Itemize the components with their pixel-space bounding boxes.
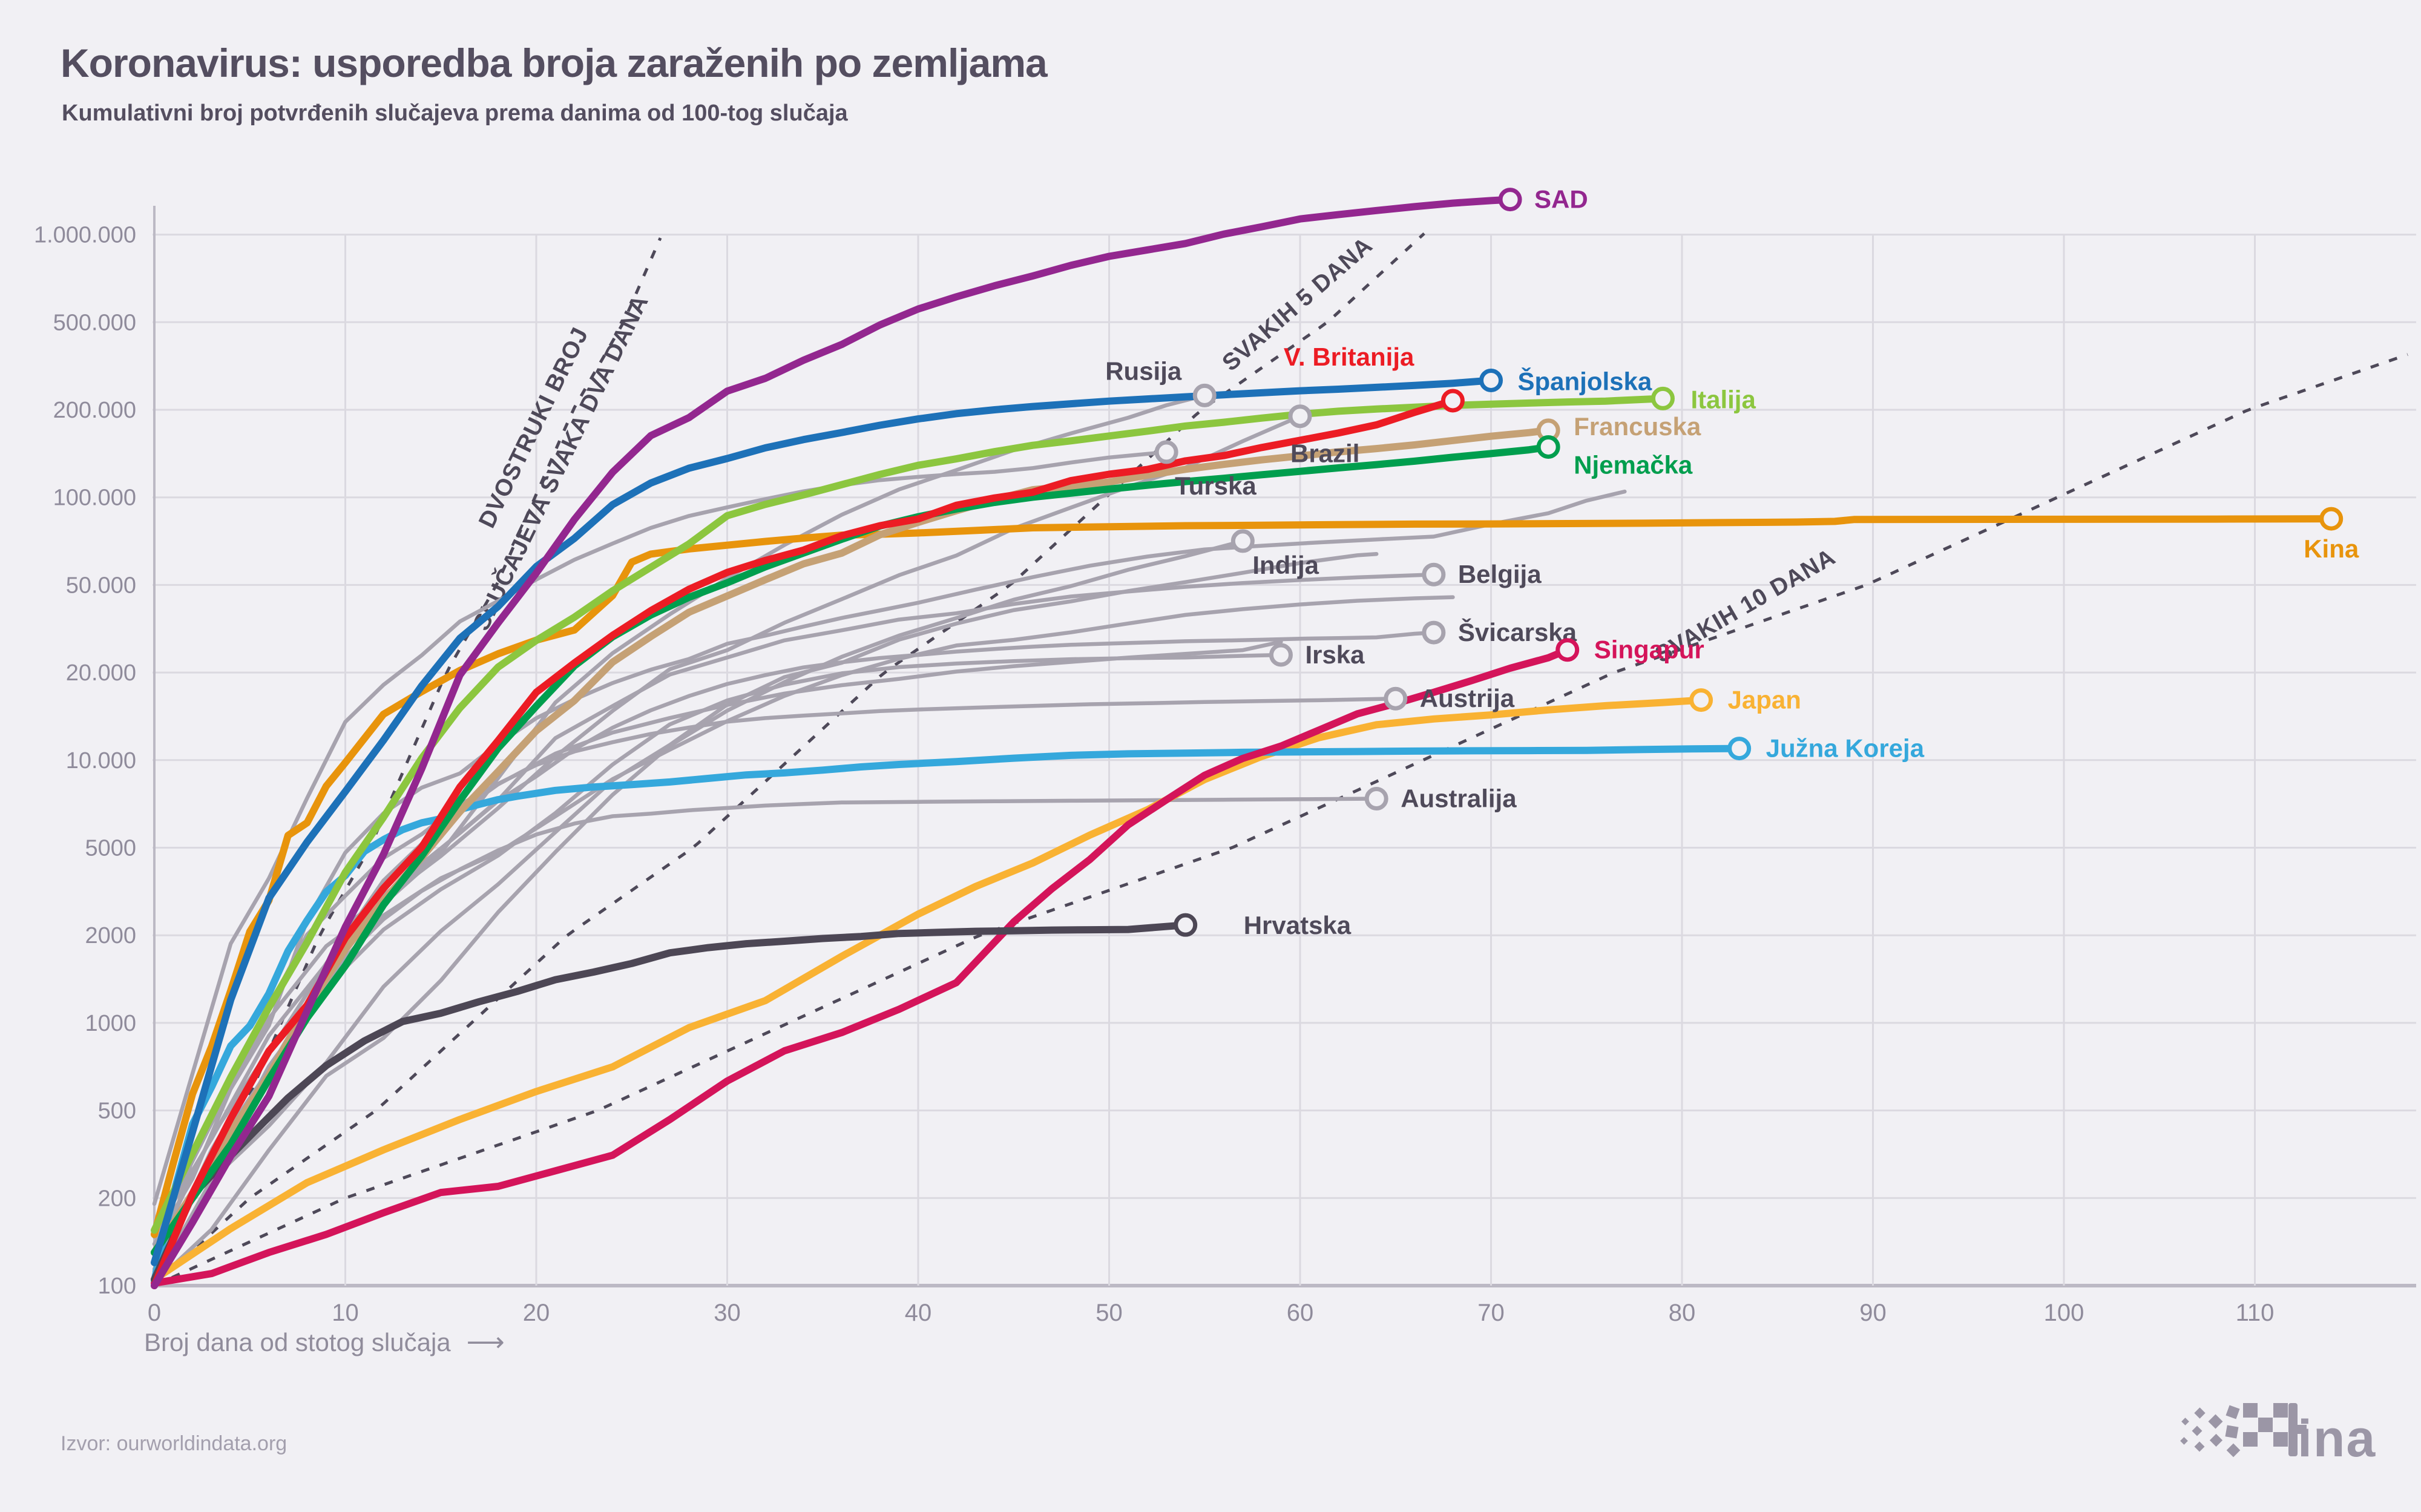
series-label-irska: Irska bbox=[1305, 640, 1365, 669]
right-arrow-icon: ⟶ bbox=[466, 1327, 505, 1357]
series-line-kina bbox=[151, 515, 2335, 1238]
endpoint-marker-brazil bbox=[1288, 404, 1312, 429]
x-axis-caption-text: Broj dana od stotog slučaja bbox=[144, 1328, 451, 1356]
series-line-indija bbox=[152, 539, 1245, 1286]
series-line-juzna-koreja bbox=[151, 744, 1743, 1284]
series-label-italija: Italija bbox=[1690, 385, 1756, 413]
endpoint-marker-turska bbox=[1154, 440, 1178, 464]
series-label-australija: Australija bbox=[1401, 784, 1517, 813]
series-line-irska bbox=[152, 652, 1283, 1256]
series-line-japan bbox=[151, 696, 1705, 1283]
series-label-belgija: Belgija bbox=[1458, 560, 1542, 588]
endpoint-marker-juzna-koreja bbox=[1727, 737, 1752, 761]
x-tick-label: 80 bbox=[1669, 1300, 1696, 1326]
endpoint-marker-sad bbox=[1498, 188, 1522, 212]
endpoint-marker-kina bbox=[2319, 507, 2344, 531]
endpoint-marker-singapur bbox=[1555, 638, 1580, 662]
y-tick-label: 100 bbox=[98, 1274, 136, 1299]
x-tick-label: 0 bbox=[148, 1300, 161, 1326]
y-tick-label: 1000 bbox=[85, 1011, 136, 1036]
endpoint-marker-svicarska bbox=[1422, 620, 1446, 645]
y-tick-label: 10.000 bbox=[66, 748, 136, 774]
series-line-australija bbox=[152, 797, 1379, 1280]
endpoint-marker-irska bbox=[1269, 643, 1293, 667]
endpoint-marker-japan bbox=[1689, 688, 1713, 712]
series-label-juzna-koreja: Južna Koreja bbox=[1766, 734, 1925, 763]
series-line-unlabeled-1 bbox=[152, 489, 1627, 1246]
series-label-kina: Kina bbox=[2304, 534, 2359, 563]
y-tick-label: 500.000 bbox=[53, 310, 136, 335]
y-tick-label: 100.000 bbox=[53, 485, 136, 511]
endpoint-marker-njemacka bbox=[1536, 435, 1560, 459]
series-label-indija: Indija bbox=[1252, 551, 1319, 579]
x-tick-label: 60 bbox=[1287, 1300, 1314, 1326]
endpoint-marker-austrija bbox=[1384, 686, 1408, 711]
y-tick-label: 2000 bbox=[85, 923, 136, 948]
y-tick-label: 20.000 bbox=[66, 660, 136, 686]
endpoint-marker-v-britanija bbox=[1440, 389, 1465, 413]
page-title: Koronavirus: usporedba broja zaraženih p… bbox=[61, 41, 1048, 85]
y-tick-label: 200.000 bbox=[53, 398, 136, 423]
series-line-unlabeled-3 bbox=[152, 551, 1379, 1284]
series-label-njemacka: Njemačka bbox=[1574, 450, 1693, 479]
series-label-hrvatska: Hrvatska bbox=[1244, 911, 1352, 939]
series-label-singapur: Singapur bbox=[1594, 636, 1704, 664]
x-tick-label: 70 bbox=[1477, 1300, 1505, 1326]
series-label-sad: SAD bbox=[1534, 185, 1588, 214]
y-tick-label: 200 bbox=[98, 1186, 136, 1211]
series-label-rusija: Rusija bbox=[1105, 357, 1182, 385]
series-line-hrvatska bbox=[151, 921, 1189, 1283]
x-tick-label: 40 bbox=[905, 1300, 932, 1326]
y-tick-label: 1.000.000 bbox=[34, 223, 136, 248]
series-label-v-britanija: V. Britanija bbox=[1284, 343, 1414, 371]
endpoint-marker-rusija bbox=[1192, 383, 1217, 407]
y-tick-label: 500 bbox=[98, 1099, 136, 1124]
series-line-austrija bbox=[152, 696, 1398, 1283]
x-tick-label: 90 bbox=[1859, 1300, 1887, 1326]
series-line-sad bbox=[151, 196, 1514, 1289]
x-axis-caption: Broj dana od stotog slučaja ⟶ bbox=[144, 1327, 505, 1358]
reference-line-double-10-days bbox=[153, 353, 2408, 1287]
x-tick-label: 50 bbox=[1096, 1300, 1123, 1326]
y-tick-label: 5000 bbox=[85, 836, 136, 861]
series-label-francuska: Francuska bbox=[1574, 412, 1701, 441]
hina-logo: ina. bbox=[2179, 1398, 2391, 1468]
series-label-austrija: Austrija bbox=[1420, 684, 1515, 712]
series-line-italija bbox=[151, 395, 1667, 1234]
endpoint-marker-australija bbox=[1364, 787, 1388, 811]
series-label-brazil: Brazil bbox=[1290, 439, 1359, 468]
hina-logo-text: ina. bbox=[2298, 1410, 2379, 1465]
page-subtitle: Kumulativni broj potvrđenih slučajeva pr… bbox=[62, 100, 848, 126]
y-tick-label: 50.000 bbox=[66, 573, 136, 598]
x-tick-label: 20 bbox=[523, 1300, 550, 1326]
x-tick-label: 10 bbox=[332, 1300, 359, 1326]
hina-logo-graphic: ina. bbox=[2180, 1403, 2391, 1468]
reference-line-double-2-days bbox=[153, 237, 662, 1287]
endpoint-marker-belgija bbox=[1422, 562, 1446, 587]
series-line-singapur bbox=[151, 646, 1571, 1287]
series-label-turska: Turska bbox=[1175, 472, 1256, 500]
x-tick-label: 110 bbox=[2236, 1300, 2275, 1326]
series-line-spanjolska bbox=[151, 376, 1495, 1266]
endpoint-marker-indija bbox=[1230, 529, 1255, 553]
series-label-svicarska: Švicarska bbox=[1458, 617, 1577, 646]
endpoint-marker-spanjolska bbox=[1479, 368, 1503, 392]
series-line-turska bbox=[152, 450, 1169, 1206]
endpoint-marker-italija bbox=[1651, 386, 1675, 410]
series-label-spanjolska: Španjolska bbox=[1518, 366, 1652, 395]
series-label-japan: Japan bbox=[1728, 686, 1801, 714]
source-credit: Izvor: ourworldindata.org bbox=[61, 1432, 287, 1455]
series-line-v-britanija bbox=[151, 396, 1457, 1289]
x-tick-label: 100 bbox=[2044, 1300, 2084, 1326]
endpoint-marker-hrvatska bbox=[1174, 913, 1198, 937]
x-tick-label: 30 bbox=[714, 1300, 741, 1326]
